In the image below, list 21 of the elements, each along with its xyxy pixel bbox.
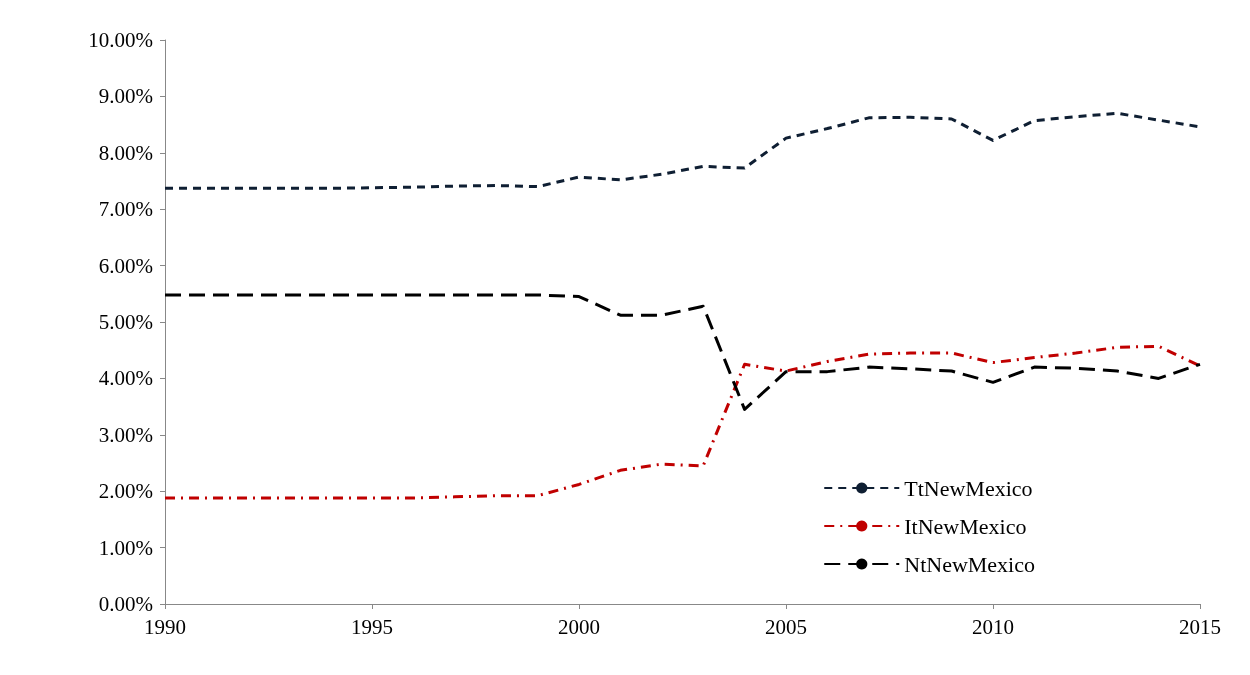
line-series — [163, 293, 1202, 411]
legend-label: NtNewMexico — [904, 551, 1036, 577]
y-tick-label: 5.00% — [98, 310, 153, 334]
x-tick-label: 1990 — [144, 614, 186, 639]
y-tick-label: 1.00% — [98, 535, 153, 560]
x-tick-label: 2005 — [765, 614, 807, 639]
y-tick-label: 4.00% — [98, 366, 153, 391]
y-tick-label: 2.00% — [98, 479, 153, 504]
y-tick-label: 0.00% — [98, 592, 153, 616]
y-tick-label: 10.00% — [88, 28, 153, 52]
x-tick-label: 1995 — [351, 614, 393, 639]
y-tick-label: 9.00% — [98, 84, 153, 109]
x-tick-label: 2000 — [558, 614, 600, 639]
x-tick-label: 2015 — [1179, 614, 1221, 639]
y-tick-label: 3.00% — [98, 422, 153, 447]
y-tick-label: 6.00% — [98, 253, 153, 278]
x-tick-label: 2010 — [972, 614, 1014, 639]
legend-label: TtNewMexico — [904, 475, 1033, 501]
legend-label: ItNewMexico — [904, 513, 1027, 539]
y-tick-label: 8.00% — [98, 140, 153, 165]
y-tick-label: 7.00% — [98, 197, 153, 222]
